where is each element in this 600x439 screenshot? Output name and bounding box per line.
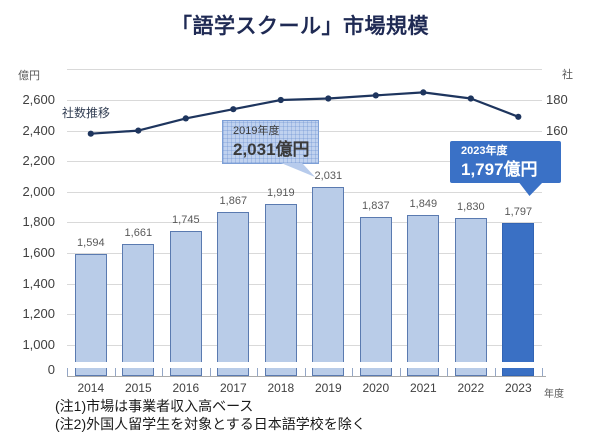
- callout-2019-value: 2,031億円: [233, 139, 310, 159]
- bar-value-label: 1,867: [219, 195, 248, 208]
- bar-value-label: 2,031: [314, 170, 343, 183]
- callout-2023-year: 2023年度: [461, 145, 508, 157]
- bar-value-label: 1,797: [504, 205, 533, 218]
- plot-layer: 2,600 2,400 2,200 2,000 1,800 1,600 1,400 1,200…: [0, 55, 600, 395]
- x-axis-category-label: 2023: [504, 381, 532, 395]
- x-axis-line: [67, 376, 546, 377]
- left-axis-tick-label: 2,200: [22, 153, 55, 169]
- footnote-2: (注2)外国人留学生を対象とする日本語学校を除く: [55, 416, 366, 433]
- bar: [217, 212, 250, 376]
- left-axis-tick-label: 1,000: [22, 336, 55, 352]
- bar: [359, 216, 392, 376]
- right-axis-unit-label: 社: [562, 69, 573, 81]
- callout-2023: 2023年度 1,797億円: [450, 141, 561, 196]
- x-axis-category-label: 2022: [457, 381, 485, 395]
- bar: [264, 204, 297, 376]
- x-axis-category-label: 2018: [267, 381, 295, 395]
- category-tick: [494, 368, 496, 376]
- category-tick: [399, 368, 401, 376]
- left-axis-tick-label: 2,600: [22, 92, 55, 107]
- grid-line: [67, 100, 542, 101]
- line-series-legend-label: 社数推移: [62, 106, 111, 120]
- x-axis-category-label: 2016: [172, 381, 200, 395]
- callout-2019: 2019年度 2,031億円: [222, 120, 319, 177]
- left-axis-tick-label: 2,400: [22, 122, 55, 138]
- left-axis-tick-label: 1,200: [22, 306, 55, 322]
- category-tick: [209, 368, 211, 376]
- x-axis-category-label: 2021: [409, 381, 437, 395]
- callout-2023-value: 1,797億円: [461, 159, 538, 179]
- category-tick: [162, 368, 163, 376]
- right-axis-tick-label: 180: [546, 92, 568, 107]
- bar-value-label: 1,745: [172, 213, 200, 226]
- grid-line: [67, 222, 542, 224]
- footnotes: (注1)市場は事業者収入高ベース (注2)外国人留学生を対象とする日本語学校を除…: [55, 397, 366, 433]
- page-title: 「語学スクール」市場規模: [171, 15, 429, 38]
- bar-value-label: 1,919: [267, 187, 295, 200]
- x-axis-category-label: 2017: [219, 381, 247, 395]
- bar-value-label: 1,837: [362, 199, 390, 212]
- grid-line: [67, 191, 542, 193]
- left-axis-tick-label: 2,000: [22, 183, 55, 199]
- bar-value-label: 1,849: [409, 197, 438, 210]
- x-axis-unit-label: 年度: [544, 389, 564, 400]
- category-tick: [304, 368, 306, 376]
- x-axis-category-label: 2019: [314, 381, 342, 395]
- bar-value-label: 1,830: [457, 200, 485, 213]
- grid-line: [67, 344, 542, 346]
- x-axis-category-label: 2015: [124, 381, 152, 395]
- left-axis-tick-label: 1,400: [22, 275, 55, 291]
- bar: [169, 230, 202, 376]
- category-tick: [67, 368, 68, 376]
- grid-line: [67, 283, 542, 285]
- bar: [454, 217, 487, 376]
- bar: [502, 222, 535, 376]
- bar-value-label: 1,661: [124, 226, 153, 239]
- category-tick: [257, 368, 258, 376]
- footnote-1: (注1)市場は事業者収入高ベース: [55, 398, 254, 414]
- bar-value-label: 1,594: [77, 236, 105, 249]
- axis-break-gap: [67, 362, 542, 368]
- grid-line: [67, 314, 542, 316]
- left-axis-unit-label: 億円: [18, 70, 40, 82]
- bar: [122, 243, 155, 376]
- bar: [312, 187, 345, 376]
- category-tick: [447, 368, 448, 376]
- callout-2019-year: 2019年度: [233, 125, 280, 137]
- category-tick: [542, 368, 543, 376]
- bar: [74, 253, 107, 376]
- category-tick: [352, 368, 353, 376]
- grid-line: [67, 253, 542, 254]
- right-axis-tick-label: 160: [546, 122, 568, 138]
- x-axis-category-label: 2020: [362, 381, 390, 395]
- grid-line: [67, 69, 542, 71]
- left-axis-tick-label: 1,600: [22, 245, 55, 260]
- left-axis-tick-label: 0: [47, 362, 55, 377]
- market-size-chart: 2,600 2,400 2,200 2,000 1,800 1,600 1,400 1,200…: [0, 55, 600, 400]
- left-axis-tick-label: 1,800: [22, 214, 55, 230]
- bar: [407, 214, 440, 376]
- category-tick: [114, 368, 116, 376]
- x-axis-category-label: 2014: [77, 381, 105, 395]
